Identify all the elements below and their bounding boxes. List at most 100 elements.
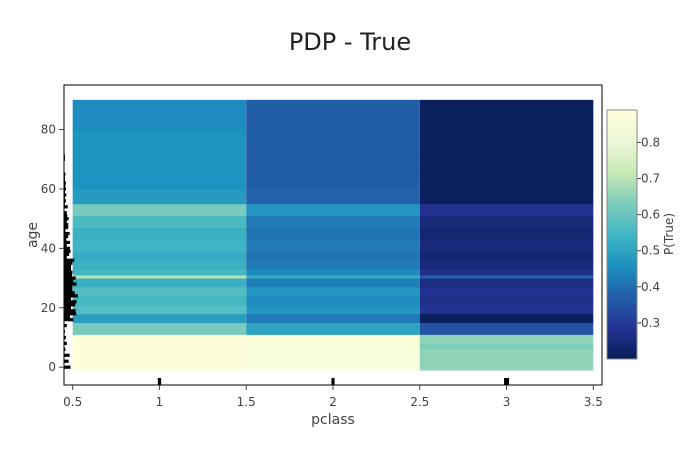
y-axis-label: age bbox=[25, 222, 41, 248]
age-hist-bar bbox=[64, 214, 67, 217]
y-tick-label: 60 bbox=[41, 182, 56, 196]
colorbar-gradient bbox=[607, 110, 637, 359]
age-hist-bar bbox=[64, 324, 67, 327]
age-hist-bar bbox=[64, 279, 73, 282]
heatmap-cell bbox=[420, 100, 594, 130]
heatmap-cell bbox=[246, 314, 420, 323]
age-hist-bar bbox=[64, 330, 65, 333]
age-hist-bar bbox=[64, 158, 65, 161]
heatmap-cell bbox=[420, 335, 594, 344]
age-hist-bar bbox=[64, 315, 70, 318]
age-hist-bar bbox=[64, 229, 65, 232]
heatmap-cell bbox=[246, 305, 420, 314]
heatmap-cell bbox=[246, 228, 420, 240]
heatmap-cell bbox=[73, 305, 247, 314]
colorbar-tick-label: 0.7 bbox=[641, 172, 660, 186]
heatmap-cell bbox=[73, 275, 247, 278]
heatmap-cell bbox=[73, 335, 247, 344]
x-tick-label: 1 bbox=[156, 395, 164, 409]
age-hist-bar bbox=[64, 273, 72, 276]
heatmap-cell bbox=[420, 275, 594, 278]
chart-title: PDP - True bbox=[289, 28, 411, 56]
age-hist-bar bbox=[64, 291, 75, 294]
heatmap-cell bbox=[73, 216, 247, 228]
age-hist-bar bbox=[64, 312, 76, 315]
heatmap-cell bbox=[246, 287, 420, 296]
heatmap-cell bbox=[246, 349, 420, 358]
heatmap-cell bbox=[73, 251, 247, 260]
age-hist-bar bbox=[64, 173, 65, 176]
heatmap-cell bbox=[420, 323, 594, 335]
heatmap-cells bbox=[73, 100, 594, 371]
age-hist-bar bbox=[64, 271, 72, 274]
heatmap-cell bbox=[73, 130, 247, 160]
age-hist-bar bbox=[64, 238, 66, 241]
age-hist-bar bbox=[64, 241, 70, 244]
heatmap-cell bbox=[420, 358, 594, 370]
heatmap-cell bbox=[73, 174, 247, 189]
age-hist-bar bbox=[64, 205, 68, 208]
age-hist-bar bbox=[64, 268, 71, 271]
heatmap-cell bbox=[246, 260, 420, 269]
age-hist-bar bbox=[64, 226, 68, 229]
heatmap-cell bbox=[73, 358, 247, 370]
age-hist-bar bbox=[64, 306, 71, 309]
age-hist-bar bbox=[64, 187, 66, 190]
heatmap-cell bbox=[420, 343, 594, 349]
heatmap-cell bbox=[246, 216, 420, 228]
age-hist-bar bbox=[64, 360, 69, 363]
x-tick-label: 2.5 bbox=[410, 395, 429, 409]
heatmap-cell bbox=[73, 159, 247, 174]
age-hist-bar bbox=[64, 288, 72, 291]
age-hist-bar bbox=[64, 223, 68, 226]
x-tick-label: 1.5 bbox=[237, 395, 256, 409]
colorbar-tick-label: 0.8 bbox=[641, 135, 660, 149]
heatmap-cell bbox=[73, 260, 247, 269]
heatmap-cell bbox=[420, 269, 594, 275]
pclass-rug-bar bbox=[158, 378, 161, 385]
age-hist-bar bbox=[64, 155, 65, 158]
heatmap-cell bbox=[246, 189, 420, 204]
age-hist-bar bbox=[64, 184, 65, 187]
age-hist-bar bbox=[64, 354, 70, 357]
age-hist-bar bbox=[64, 193, 66, 196]
heatmap-cell bbox=[73, 287, 247, 296]
heatmap-cell bbox=[420, 216, 594, 228]
age-hist-bar bbox=[64, 318, 73, 321]
heatmap-cell bbox=[246, 239, 420, 251]
age-hist-bar bbox=[64, 366, 71, 369]
age-hist-bar bbox=[64, 294, 78, 297]
age-hist-bar bbox=[64, 285, 72, 288]
x-axis-label: pclass bbox=[311, 412, 355, 428]
heatmap-cell bbox=[420, 251, 594, 260]
age-hist-bar bbox=[64, 202, 65, 205]
age-hist-bar bbox=[64, 309, 76, 312]
age-hist-bar bbox=[64, 247, 70, 250]
age-hist-bar bbox=[64, 253, 69, 256]
x-tick-label: 3.5 bbox=[584, 395, 603, 409]
heatmap-cell bbox=[73, 278, 247, 287]
colorbar-tick-label: 0.5 bbox=[641, 244, 660, 258]
age-hist-bar bbox=[64, 244, 67, 247]
age-hist-bar bbox=[64, 235, 68, 238]
age-hist-bar bbox=[64, 342, 67, 345]
heatmap-cell bbox=[420, 314, 594, 323]
age-hist-bar bbox=[64, 297, 71, 300]
age-hist-bar bbox=[64, 276, 76, 279]
age-hist-bar bbox=[64, 196, 65, 199]
x-tick-label: 0.5 bbox=[63, 395, 82, 409]
colorbar: 0.30.40.50.60.70.8P(True) bbox=[607, 110, 676, 359]
pclass-rug-bar bbox=[504, 378, 509, 385]
age-hist-bar bbox=[64, 178, 65, 181]
age-hist-bar bbox=[64, 256, 67, 259]
heatmap-cell bbox=[420, 189, 594, 204]
heatmap-cell bbox=[246, 174, 420, 189]
age-hist-bar bbox=[64, 300, 77, 303]
age-hist-bar bbox=[64, 303, 75, 306]
heatmap-cell bbox=[246, 323, 420, 335]
heatmap-cell bbox=[246, 278, 420, 287]
heatmap-cell bbox=[246, 275, 420, 278]
heatmap-cell bbox=[73, 349, 247, 358]
